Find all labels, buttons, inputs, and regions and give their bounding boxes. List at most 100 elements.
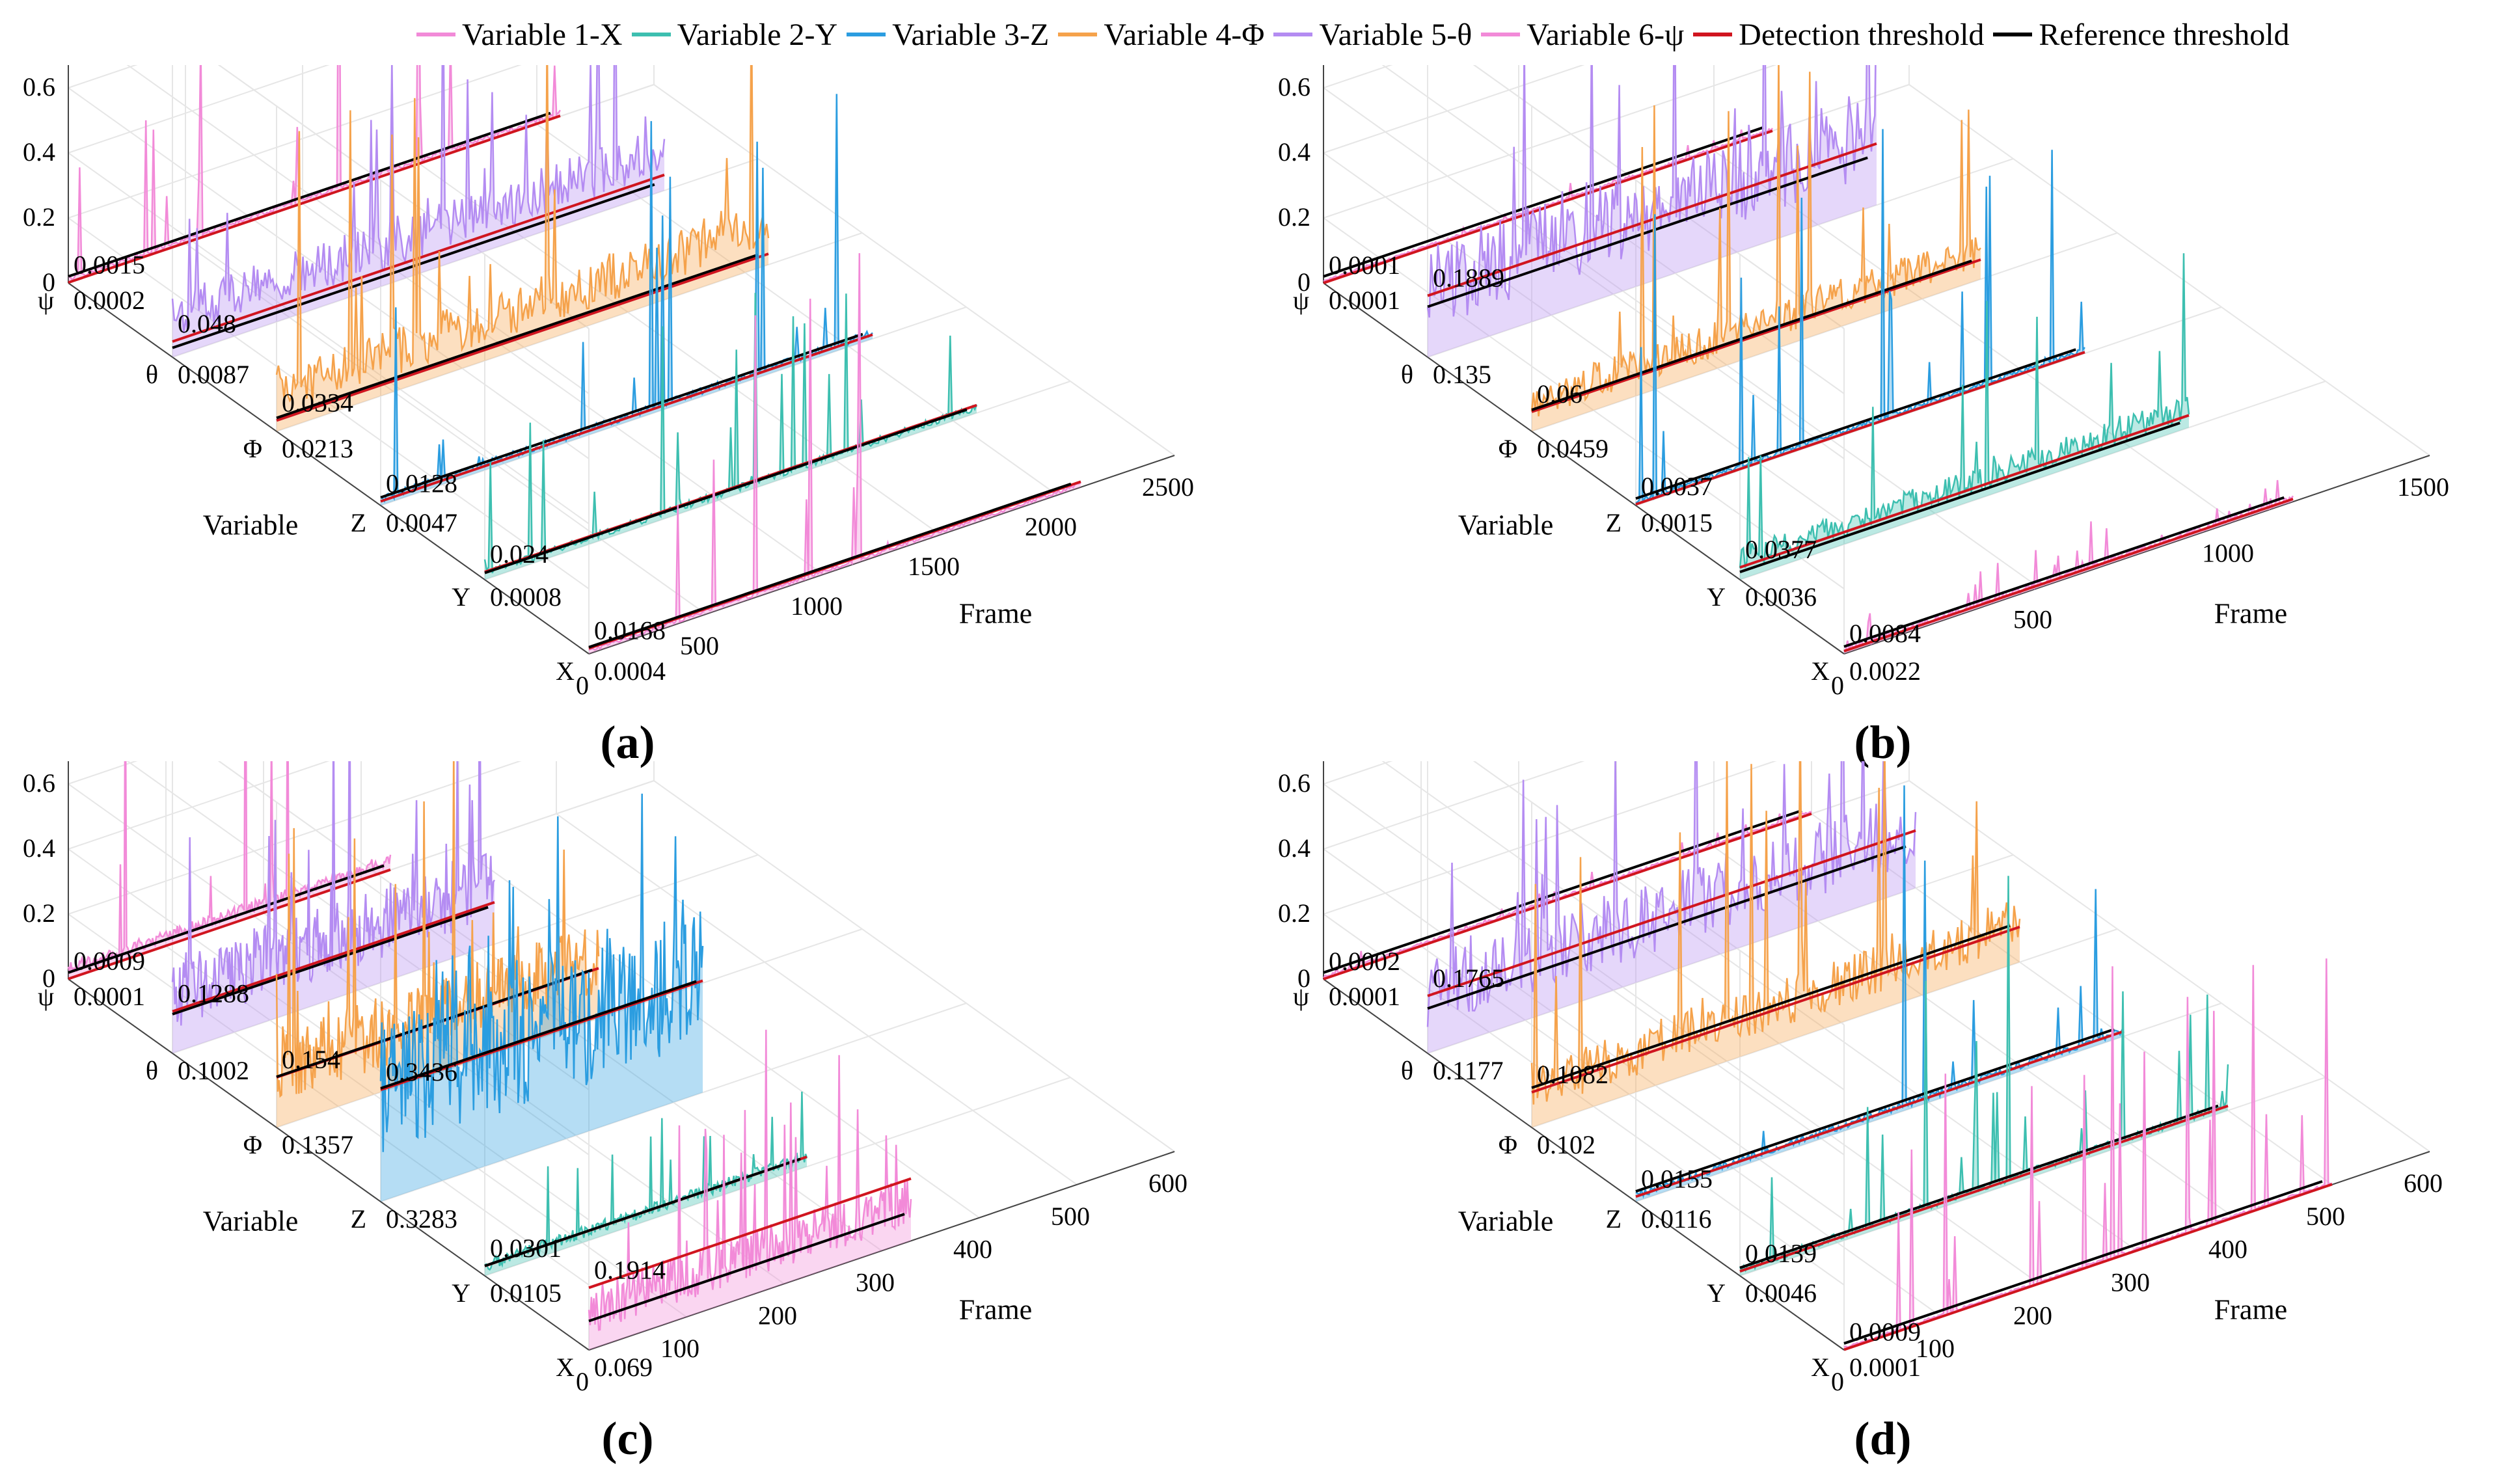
reference-threshold-line — [1739, 422, 2180, 574]
legend-item: Variable 1-X — [416, 17, 623, 53]
reference-threshold-label: 0.0002 — [74, 286, 145, 315]
grid-line — [1739, 381, 2326, 580]
series-line — [1530, 65, 1981, 417]
variable-tick-label: Z — [1606, 1204, 1622, 1234]
series-line — [588, 1029, 912, 1331]
reference-threshold-label: 0.1357 — [282, 1130, 353, 1159]
z-tick-label: 0.6 — [1278, 768, 1310, 798]
variable-tick-label: Z — [1606, 508, 1622, 537]
detection-threshold-label: 0.0168 — [594, 616, 666, 645]
detection-threshold-label: 0.0037 — [1641, 472, 1713, 501]
series-line — [484, 1091, 808, 1271]
x-tick-label: 500 — [1051, 1202, 1090, 1231]
panel-a: 0500100015002000250000.20.40.60.81XYZΦθψ… — [0, 65, 1255, 787]
axes: 010020030040050060000.20.40.60.81XYZΦθψF… — [0, 761, 1188, 1396]
grid-line — [653, 780, 1175, 1152]
reference-threshold-label: 0.0087 — [178, 360, 249, 389]
series-line — [1843, 958, 2333, 1349]
detection-threshold-label: 0.3436 — [386, 1057, 457, 1086]
x-tick-label: 2500 — [1142, 472, 1194, 502]
grid-line — [1531, 232, 2118, 432]
reference-threshold-line — [588, 482, 1072, 649]
frame-edge — [217, 65, 590, 329]
reference-threshold-label: 0.0015 — [1641, 508, 1713, 537]
z-tick-label: 0.4 — [1278, 833, 1310, 863]
series-ψ: 0.0001 0.0001 — [1323, 126, 1773, 315]
detection-threshold-label: 0.1889 — [1433, 263, 1504, 293]
reference-threshold-line — [1323, 809, 1802, 974]
z-tick-label: 0.2 — [1278, 898, 1310, 928]
z-axis-title: Value — [0, 784, 3, 849]
series-Φ: 0.06 0.0459 — [1530, 65, 1981, 463]
x-tick-label: 1000 — [2202, 539, 2254, 568]
reference-threshold-label: 0.102 — [1537, 1130, 1595, 1159]
series-X: 0.0009 0.0001 — [1843, 958, 2333, 1382]
z-tick-label: 0.4 — [23, 137, 55, 167]
series-line — [588, 253, 1081, 651]
variable-tick-label: θ — [1401, 1056, 1413, 1085]
grid-line — [68, 65, 522, 219]
detection-threshold-label: 0.0139 — [1745, 1239, 1817, 1268]
variable-tick-label: X — [1811, 656, 1830, 686]
y-axis-title: Variable — [1458, 1206, 1554, 1237]
grid-line — [1616, 879, 2138, 1252]
reference-threshold-line — [588, 1213, 905, 1323]
series-ψ: 0.0009 0.0001 — [67, 761, 392, 1011]
legend-swatch — [1481, 33, 1521, 36]
detection-threshold-label: 0.0377 — [1745, 535, 1817, 564]
detection-threshold-line — [1739, 1104, 2229, 1273]
z-tick-label: 0.6 — [23, 72, 55, 101]
variable-tick-label: Φ — [243, 434, 262, 463]
legend-item: Reference threshold — [1993, 17, 2290, 53]
reference-threshold-label: 0.0001 — [74, 982, 145, 1011]
legend-label: Variable 2-Y — [677, 17, 838, 52]
grid-line — [1908, 780, 2430, 1152]
variable-tick-label: θ — [146, 360, 158, 389]
detection-threshold-label: 0.1914 — [594, 1255, 666, 1284]
x-tick-label: 2000 — [1025, 512, 1077, 541]
x-axis — [588, 1151, 1175, 1351]
legend-label: Detection threshold — [1739, 17, 1985, 52]
detection-threshold-line — [1635, 351, 2085, 506]
detection-threshold-line — [380, 333, 873, 503]
series-area — [1740, 253, 2189, 580]
series-line — [275, 65, 770, 403]
series-X: 0.0084 0.0022 — [1843, 479, 2294, 686]
reference-threshold-line — [380, 332, 863, 499]
detection-threshold-label: 0.06 — [1537, 379, 1582, 409]
variable-tick-label: ψ — [1293, 982, 1309, 1011]
x-tick-label: 200 — [2013, 1301, 2052, 1330]
z-axis-title: Value — [1255, 88, 1258, 153]
detection-threshold-line — [1635, 1030, 2124, 1198]
reference-threshold-label: 0.1002 — [178, 1056, 249, 1085]
grid-line — [302, 203, 824, 575]
series-Φ: 0.1082 0.102 — [1530, 761, 2021, 1159]
grid-line — [1518, 216, 2040, 589]
grid-line — [1323, 65, 1393, 88]
legend-item: Variable 3-Z — [847, 17, 1049, 53]
series-Z: 0.0128 0.0047 — [380, 94, 873, 537]
series-line — [1323, 128, 1773, 282]
legend: Variable 1-X Variable 2-Y Variable 3-Z Vari… — [416, 5, 2290, 64]
grid-line — [419, 163, 941, 535]
x-tick-label: 0 — [576, 1367, 589, 1396]
grid-line — [68, 65, 330, 154]
reference-threshold-label: 0.069 — [594, 1353, 653, 1382]
detection-threshold-label: 0.154 — [282, 1045, 340, 1074]
panel-label-c: (c) — [601, 1412, 654, 1464]
variable-tick-label: Φ — [1499, 1130, 1517, 1159]
variable-tick-label: ψ — [38, 982, 54, 1011]
z-tick-label: 0.4 — [1278, 137, 1310, 167]
reference-threshold-line — [1635, 1028, 2115, 1193]
legend-swatch — [1993, 33, 2033, 36]
variable-tick-label: X — [1811, 1353, 1830, 1382]
reference-threshold-label: 0.0022 — [1849, 656, 1921, 686]
grid-line — [458, 846, 980, 1219]
detection-threshold-line — [68, 115, 561, 284]
detection-threshold-label: 0.0015 — [74, 250, 145, 279]
reference-threshold-line — [276, 253, 759, 420]
legend-item: Variable 6-ψ — [1481, 17, 1684, 53]
reference-threshold-label: 0.0105 — [490, 1278, 562, 1308]
series-area — [172, 65, 664, 357]
y-axis — [68, 978, 590, 1351]
